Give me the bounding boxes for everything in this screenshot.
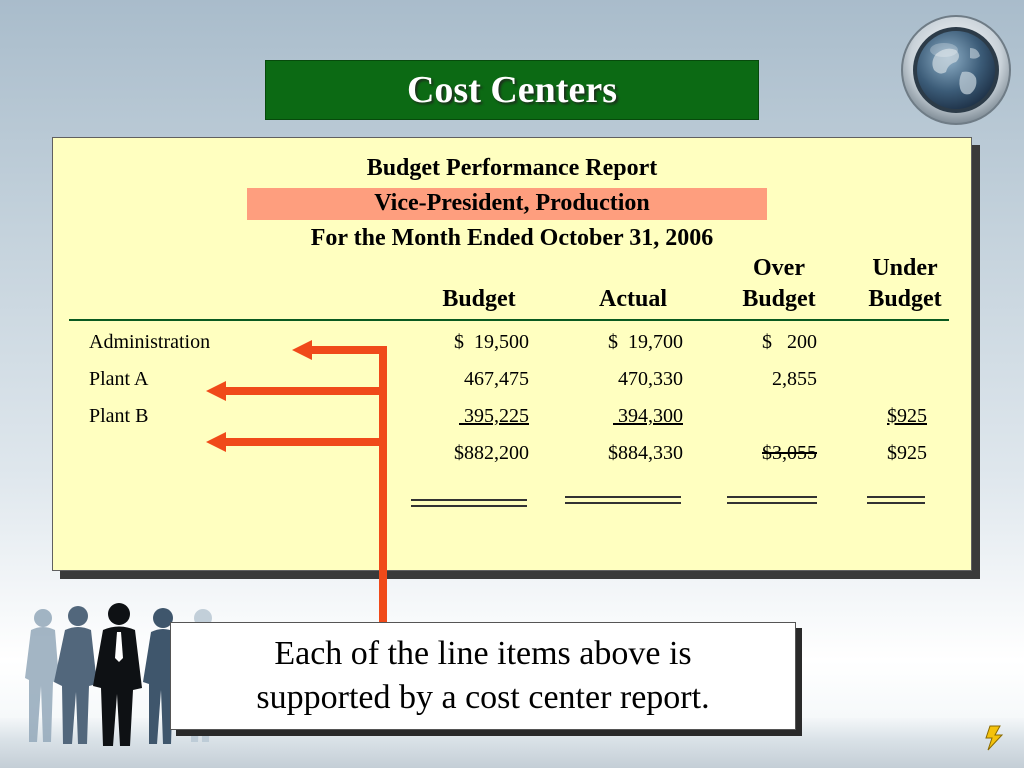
column-header-actual: Actual	[599, 286, 667, 312]
globe-icon	[901, 15, 1011, 125]
column-header-over-line2: Budget	[742, 286, 816, 312]
cell-budget: 467,475	[464, 368, 529, 390]
cell-budget: 395,225	[459, 405, 529, 427]
row-label-plant-b: Plant B	[89, 405, 149, 427]
cell-over: $ 200	[762, 331, 817, 353]
cell-over: 2,855	[772, 368, 817, 390]
report-subheading-highlight	[247, 188, 767, 220]
column-header-under-line1: Under	[872, 255, 938, 281]
cell-actual: 470,330	[618, 368, 683, 390]
slide-title: Cost Centers	[265, 60, 759, 120]
double-rule-over	[727, 496, 817, 504]
report-period: For the Month Ended October 31, 2006	[310, 225, 714, 251]
total-over: $3,055	[762, 442, 817, 464]
callout-line-1: Each of the line items above is	[274, 635, 692, 672]
cell-actual: 394,300	[613, 405, 683, 427]
header-rule	[69, 319, 949, 321]
cell-budget: $ 19,500	[454, 331, 529, 353]
row-label-administration: Administration	[89, 331, 211, 353]
business-people-silhouettes	[25, 603, 217, 746]
column-header-under-line2: Budget	[868, 286, 942, 312]
total-budget: $882,200	[454, 442, 529, 464]
double-rule-under	[867, 496, 925, 504]
double-rule-budget	[411, 499, 527, 507]
budget-performance-report: Budget Performance Report Vice-President…	[52, 137, 972, 571]
report-subheading: Vice-President, Production	[374, 190, 650, 216]
column-header-budget: Budget	[442, 286, 516, 312]
row-label-plant-a: Plant A	[89, 368, 149, 390]
lightning-bolt-icon[interactable]	[980, 724, 1008, 752]
callout-line-2: supported by a cost center report.	[256, 679, 710, 716]
column-header-over-line1: Over	[753, 255, 805, 281]
total-actual: $884,330	[608, 442, 683, 464]
slide-title-text: Cost Centers	[406, 69, 617, 111]
cell-under: $925	[887, 405, 927, 427]
callout-box: Each of the line items above is supporte…	[170, 622, 796, 730]
double-rule-actual	[565, 496, 681, 504]
total-under: $925	[887, 442, 927, 464]
cell-actual: $ 19,700	[608, 331, 683, 353]
report-heading: Budget Performance Report	[366, 155, 658, 181]
